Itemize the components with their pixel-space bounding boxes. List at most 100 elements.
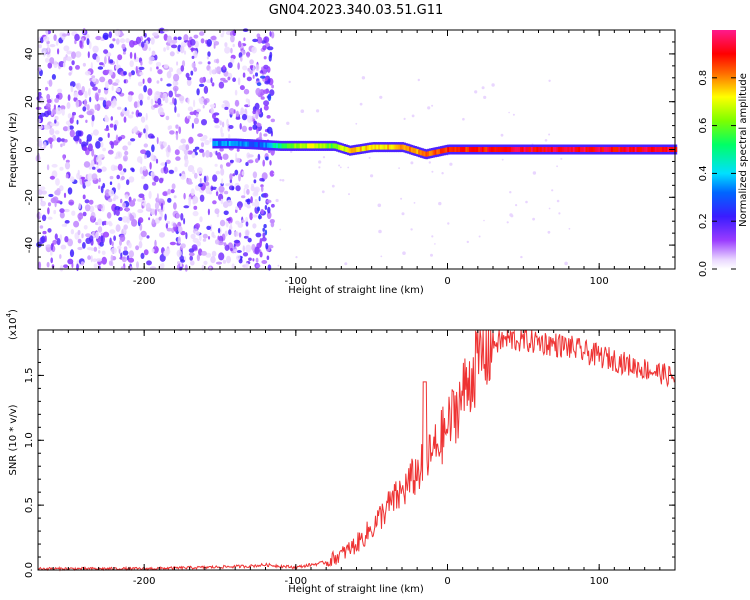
ridge-core — [299, 143, 303, 149]
ridge-core — [237, 141, 241, 147]
noise-speck — [240, 107, 244, 114]
ridge-core — [465, 147, 468, 152]
noise-speck — [132, 127, 138, 133]
ridge-core — [216, 141, 219, 146]
x-tick-label: -100 — [284, 276, 307, 287]
ridge-core — [379, 144, 383, 150]
noise-speck — [73, 220, 80, 228]
noise-speck — [126, 179, 130, 186]
faint-speck — [379, 95, 383, 99]
noise-speck — [196, 254, 200, 262]
ridge-core — [423, 151, 426, 157]
noise-speck — [101, 256, 107, 265]
noise-speck — [199, 178, 202, 184]
noise-speck — [254, 246, 260, 255]
noise-speck — [146, 235, 150, 239]
noise-speck — [206, 225, 212, 230]
faint-speck — [411, 114, 415, 118]
ridge-core — [449, 147, 452, 152]
noise-speck — [233, 109, 236, 114]
noise-speck — [238, 205, 242, 211]
noise-speck — [49, 44, 56, 48]
noise-speck — [198, 61, 203, 65]
colorbar-tick-label: 0.6 — [698, 118, 709, 134]
noise-speck — [225, 183, 230, 187]
noise-speck — [79, 40, 83, 48]
noise-speck — [140, 116, 146, 123]
noise-speck — [214, 67, 217, 75]
ridge-core — [345, 147, 348, 152]
noise-speck — [102, 231, 110, 238]
noise-speck — [63, 192, 67, 198]
noise-speck — [190, 47, 197, 51]
noise-speck — [81, 233, 84, 239]
ridge-core — [318, 143, 321, 149]
noise-speck — [247, 67, 251, 72]
noise-speck — [154, 239, 157, 248]
noise-speck — [143, 85, 148, 93]
noise-speck — [77, 169, 80, 176]
faint-speck — [491, 83, 495, 87]
noise-speck — [156, 80, 160, 84]
y-tick-label: 20 — [24, 95, 35, 108]
noise-speck — [114, 28, 121, 37]
noise-speck — [98, 137, 103, 142]
noise-speck — [215, 187, 218, 192]
noise-speck — [38, 188, 43, 196]
noise-speck — [227, 62, 233, 69]
noise-speck — [111, 85, 114, 91]
noise-speck — [178, 145, 185, 151]
noise-speck — [49, 175, 56, 180]
noise-speck — [92, 86, 98, 91]
noise-speck — [180, 243, 186, 249]
noise-speck — [207, 208, 210, 216]
svg-text:(x104): (x104) — [5, 309, 19, 340]
ridge-core — [612, 147, 616, 152]
noise-speck — [107, 198, 113, 203]
ridge-core — [620, 147, 623, 152]
noise-speck — [76, 119, 79, 125]
faint-speck — [359, 102, 363, 106]
noise-speck — [141, 41, 145, 48]
ridge-core — [594, 147, 598, 152]
noise-speck — [235, 157, 241, 163]
noise-speck — [163, 47, 167, 52]
noise-speck — [114, 156, 118, 160]
faint-speck — [500, 133, 504, 137]
noise-speck — [163, 166, 166, 172]
noise-speck — [206, 39, 212, 47]
noise-speck — [47, 62, 53, 69]
noise-speck — [193, 34, 199, 39]
noise-speck — [264, 205, 268, 210]
noise-speck — [245, 262, 249, 269]
noise-speck — [222, 100, 229, 104]
noise-speck — [129, 60, 134, 68]
faint-speck — [434, 243, 436, 245]
noise-speck — [49, 128, 55, 136]
noise-speck — [263, 64, 269, 70]
noise-speck — [91, 173, 98, 181]
noise-speck — [123, 246, 128, 251]
noise-speck — [266, 115, 271, 119]
ridge-core — [365, 145, 368, 151]
noise-speck — [131, 168, 135, 173]
noise-speck — [215, 170, 221, 175]
ridge-core — [272, 143, 275, 148]
noise-speck — [71, 210, 76, 216]
ridge-core — [368, 145, 372, 150]
noise-speck — [59, 211, 65, 219]
faint-speck — [331, 184, 335, 188]
noise-speck — [60, 143, 63, 148]
faint-speck — [288, 80, 291, 84]
noise-speck — [74, 39, 77, 45]
ridge-core — [336, 144, 339, 150]
noise-speck — [77, 238, 82, 244]
noise-speck — [143, 128, 146, 134]
ridge-core — [432, 150, 436, 156]
noise-speck — [181, 60, 186, 67]
faint-speck — [398, 167, 400, 170]
noise-speck — [128, 91, 134, 96]
noise-speck — [229, 173, 233, 181]
ridge-core — [480, 147, 483, 152]
ridge-core — [663, 147, 667, 152]
